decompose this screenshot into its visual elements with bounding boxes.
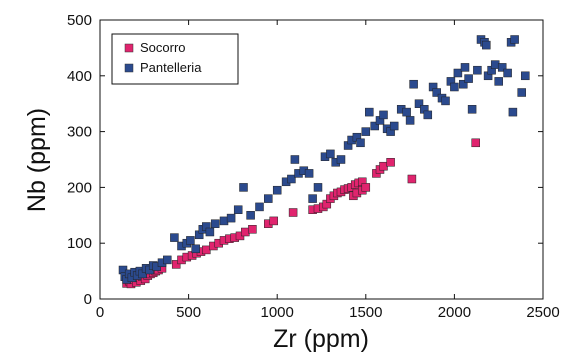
point-pantelleria bbox=[304, 169, 314, 178]
point-pantelleria bbox=[508, 107, 518, 117]
point-pantelleria bbox=[264, 194, 273, 203]
point-pantelleria bbox=[272, 185, 282, 195]
point-pantelleria bbox=[453, 68, 463, 78]
point-pantelleria bbox=[336, 155, 346, 164]
point-pantelleria bbox=[432, 88, 441, 97]
point-pantelleria bbox=[467, 105, 477, 114]
point-pantelleria bbox=[473, 65, 482, 75]
point-pantelleria bbox=[409, 79, 418, 89]
point-pantelleria bbox=[210, 219, 220, 228]
point-pantelleria bbox=[356, 138, 365, 148]
point-pantelleria bbox=[226, 213, 236, 223]
legend-swatch-pantelleria bbox=[124, 63, 134, 73]
plot-frame bbox=[99, 19, 544, 300]
point-socorro bbox=[248, 225, 257, 234]
y-tick-label: 200 bbox=[67, 179, 92, 196]
point-pantelleria bbox=[497, 63, 507, 72]
legend-swatch-socorro bbox=[124, 43, 134, 53]
point-pantelleria bbox=[255, 202, 264, 212]
point-pantelleria bbox=[246, 211, 255, 220]
point-pantelleria bbox=[326, 149, 335, 159]
point-pantelleria bbox=[170, 233, 179, 242]
y-axis-title: Nb (ppm) bbox=[23, 108, 51, 212]
point-pantelleria bbox=[423, 110, 433, 120]
point-socorro bbox=[241, 227, 250, 237]
point-socorro bbox=[288, 208, 298, 217]
x-tick-label: 1000 bbox=[261, 304, 294, 321]
point-pantelleria bbox=[464, 74, 473, 83]
x-tick-label: 500 bbox=[176, 304, 201, 321]
point-pantelleria bbox=[460, 63, 470, 72]
point-pantelleria bbox=[389, 121, 399, 131]
y-tick-label: 0 bbox=[84, 291, 92, 308]
point-pantelleria bbox=[510, 35, 519, 44]
point-pantelleria bbox=[405, 116, 415, 125]
point-pantelleria bbox=[517, 88, 526, 97]
point-socorro bbox=[386, 158, 395, 167]
legend-box bbox=[111, 33, 239, 85]
point-socorro bbox=[269, 216, 278, 226]
x-tick-label: 1500 bbox=[349, 304, 382, 321]
point-pantelleria bbox=[361, 127, 371, 136]
point-socorro bbox=[407, 174, 417, 184]
legend: Socorro Pantelleria bbox=[111, 33, 239, 85]
point-socorro bbox=[379, 161, 388, 171]
point-socorro bbox=[361, 183, 371, 192]
point-pantelleria bbox=[450, 82, 459, 92]
y-tick-label: 400 bbox=[67, 68, 92, 85]
point-pantelleria bbox=[308, 194, 317, 203]
point-pantelleria bbox=[239, 183, 248, 192]
point-pantelleria bbox=[459, 79, 468, 89]
point-socorro bbox=[202, 245, 211, 255]
point-pantelleria bbox=[186, 236, 195, 245]
point-pantelleria bbox=[233, 205, 243, 214]
x-tick-label: 2000 bbox=[438, 304, 471, 321]
point-socorro bbox=[471, 138, 480, 148]
x-tick-label: 2500 bbox=[526, 304, 559, 321]
point-pantelleria bbox=[521, 71, 530, 81]
point-pantelleria bbox=[163, 255, 172, 265]
point-pantelleria bbox=[494, 77, 503, 86]
point-pantelleria bbox=[191, 244, 200, 254]
y-tick-label: 100 bbox=[67, 235, 92, 252]
point-pantelleria bbox=[205, 227, 215, 237]
point-pantelleria bbox=[365, 107, 374, 117]
y-tick-label: 500 bbox=[67, 12, 92, 29]
point-pantelleria bbox=[370, 121, 379, 131]
point-pantelleria bbox=[503, 68, 512, 78]
point-pantelleria bbox=[313, 183, 323, 192]
point-pantelleria bbox=[290, 155, 300, 164]
y-tick-label: 300 bbox=[67, 124, 92, 141]
x-axis-ticks: 0 500 1000 1500 2000 2500 bbox=[96, 20, 560, 321]
x-tick-label: 0 bbox=[96, 304, 104, 321]
point-pantelleria bbox=[414, 99, 424, 108]
point-pantelleria bbox=[287, 174, 296, 184]
point-pantelleria bbox=[441, 96, 450, 106]
point-pantelleria bbox=[379, 110, 388, 120]
point-pantelleria bbox=[219, 216, 229, 226]
point-socorro bbox=[171, 260, 181, 269]
data-points bbox=[118, 35, 530, 289]
legend-label-socorro: Socorro bbox=[140, 40, 186, 55]
y-axis-ticks: 0 100 200 300 400 500 bbox=[67, 12, 543, 308]
point-pantelleria bbox=[402, 107, 411, 117]
legend-label-pantelleria: Pantelleria bbox=[140, 60, 202, 75]
point-pantelleria bbox=[482, 40, 491, 50]
x-axis-title: Zr (ppm) bbox=[273, 325, 369, 352]
